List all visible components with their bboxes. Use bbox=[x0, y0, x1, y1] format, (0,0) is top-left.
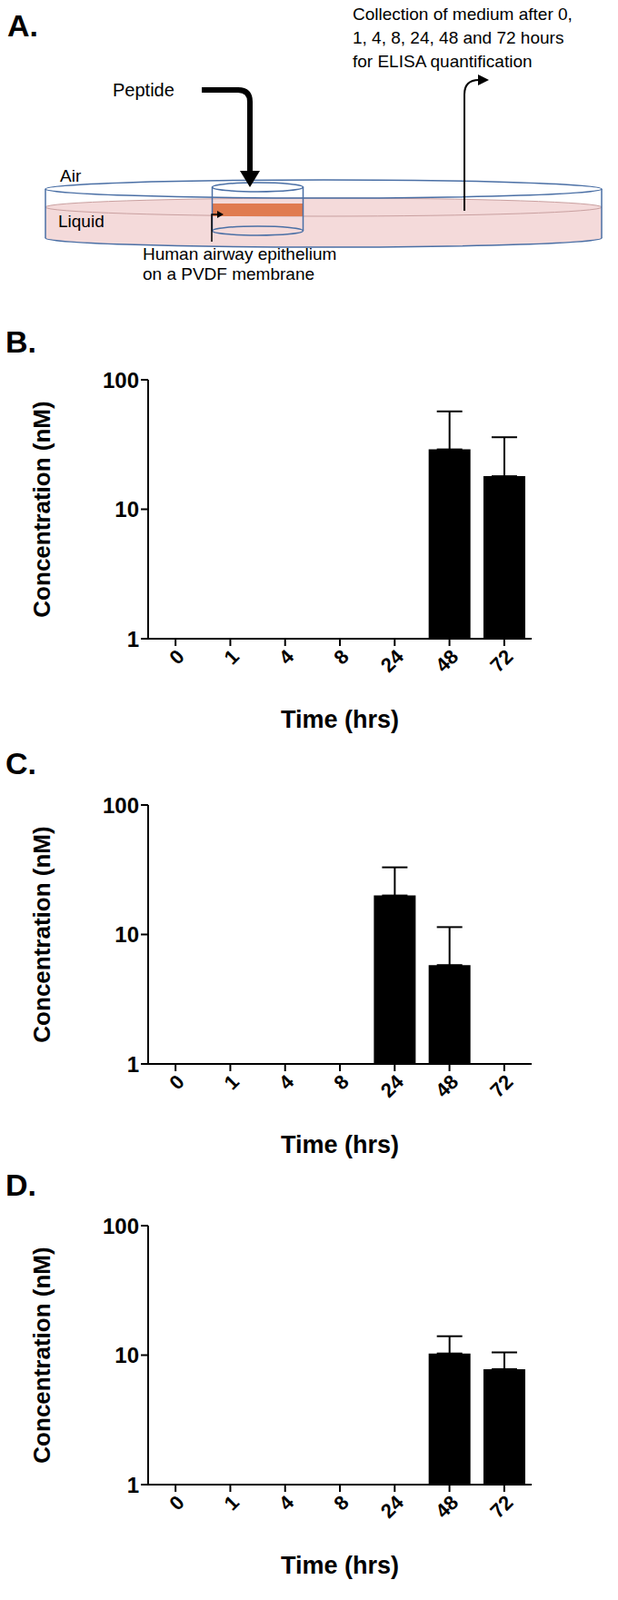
svg-text:A.: A. bbox=[7, 8, 39, 43]
svg-text:72: 72 bbox=[485, 1070, 518, 1103]
svg-text:8: 8 bbox=[328, 1070, 353, 1095]
svg-text:24: 24 bbox=[376, 1490, 409, 1524]
svg-text:1: 1 bbox=[127, 1052, 140, 1077]
html-text:B.: B. bbox=[5, 324, 37, 359]
svg-text:1: 1 bbox=[219, 1491, 244, 1516]
svg-text:1: 1 bbox=[219, 645, 244, 669]
svg-text:8: 8 bbox=[328, 645, 353, 669]
svg-text:1: 1 bbox=[127, 627, 140, 652]
svg-text:0: 0 bbox=[164, 645, 189, 669]
svg-text:100: 100 bbox=[102, 793, 140, 818]
svg-text:on a PVDF membrane: on a PVDF membrane bbox=[142, 264, 315, 284]
svg-text:0: 0 bbox=[164, 1070, 189, 1095]
svg-text:Concentration (nM): Concentration (nM) bbox=[28, 400, 56, 618]
svg-text:48: 48 bbox=[430, 1070, 463, 1103]
svg-text:4: 4 bbox=[274, 644, 300, 669]
svg-text:100: 100 bbox=[102, 368, 140, 393]
svg-text:24: 24 bbox=[376, 1069, 409, 1103]
svg-text:1, 4, 8, 24, 48 and 72 hours: 1, 4, 8, 24, 48 and 72 hours bbox=[352, 28, 564, 48]
html-text:D.: D. bbox=[5, 1167, 37, 1203]
svg-text:48: 48 bbox=[430, 1491, 463, 1524]
svg-text:1: 1 bbox=[219, 1070, 244, 1095]
svg-text:Human airway epithelium: Human airway epithelium bbox=[142, 244, 337, 264]
svg-text:100: 100 bbox=[102, 1214, 140, 1239]
svg-text:72: 72 bbox=[485, 1491, 518, 1524]
svg-text:Time (hrs): Time (hrs) bbox=[280, 1552, 399, 1580]
svg-text:10: 10 bbox=[114, 497, 140, 522]
svg-text:Concentration (nM): Concentration (nM) bbox=[28, 826, 56, 1043]
svg-text:10: 10 bbox=[114, 1343, 140, 1368]
svg-text:for ELISA quantification: for ELISA quantification bbox=[352, 51, 533, 71]
svg-text:Peptide: Peptide bbox=[112, 79, 175, 100]
svg-text:24: 24 bbox=[376, 644, 409, 678]
svg-text:Collection of medium after 0,: Collection of medium after 0, bbox=[352, 4, 573, 24]
svg-text:1: 1 bbox=[127, 1473, 140, 1498]
svg-text:4: 4 bbox=[274, 1069, 300, 1095]
svg-text:72: 72 bbox=[485, 645, 518, 678]
html-text:C.: C. bbox=[5, 746, 37, 781]
svg-text:4: 4 bbox=[274, 1490, 300, 1516]
svg-text:8: 8 bbox=[328, 1491, 353, 1516]
svg-text:Liquid: Liquid bbox=[58, 211, 105, 231]
svg-text:Concentration (nM): Concentration (nM) bbox=[28, 1246, 56, 1464]
svg-text:0: 0 bbox=[164, 1491, 189, 1516]
svg-text:10: 10 bbox=[114, 922, 140, 947]
svg-text:48: 48 bbox=[430, 645, 463, 678]
svg-text:Time (hrs): Time (hrs) bbox=[280, 1131, 399, 1159]
svg-text:Air: Air bbox=[59, 166, 82, 186]
svg-text:Time (hrs): Time (hrs) bbox=[280, 706, 399, 734]
